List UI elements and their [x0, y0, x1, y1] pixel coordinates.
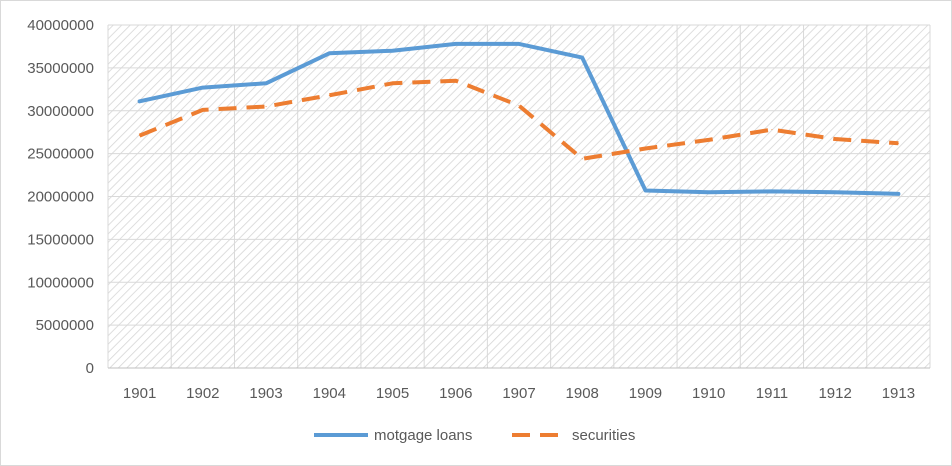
x-tick-label: 1910	[692, 385, 725, 402]
y-tick-label: 20000000	[27, 189, 94, 206]
data-point	[202, 87, 204, 89]
legend: motgage loans securities	[314, 427, 635, 444]
data-point	[139, 100, 141, 102]
data-point	[202, 109, 204, 111]
data-point	[328, 52, 330, 54]
series-lines	[137, 41, 901, 196]
data-point	[708, 191, 710, 193]
data-point	[771, 129, 773, 131]
data-point	[834, 138, 836, 140]
x-tick-label: 1913	[882, 385, 915, 402]
data-point	[581, 57, 583, 59]
x-tick-label: 1904	[313, 385, 346, 402]
data-point	[644, 147, 646, 149]
data-point	[897, 142, 899, 144]
data-point	[328, 94, 330, 96]
y-tick-label: 35000000	[27, 60, 94, 77]
y-tick-label: 15000000	[27, 231, 94, 248]
data-point	[771, 190, 773, 192]
x-tick-label: 1912	[818, 385, 851, 402]
data-point	[455, 43, 457, 45]
x-tick-label: 1909	[629, 385, 662, 402]
x-tick-label: 1902	[186, 385, 219, 402]
data-point	[392, 50, 394, 52]
y-tick-label: 10000000	[27, 274, 94, 291]
y-tick-label: 25000000	[27, 146, 94, 163]
data-point	[265, 82, 267, 84]
data-point	[834, 191, 836, 193]
x-tick-label: 1901	[123, 385, 156, 402]
legend-label: securities	[572, 427, 635, 444]
data-point	[518, 43, 520, 45]
legend-label: motgage loans	[374, 427, 472, 444]
x-tick-label: 1905	[376, 385, 409, 402]
data-point	[581, 158, 583, 160]
data-point	[265, 105, 267, 107]
y-tick-label: 30000000	[27, 103, 94, 120]
axes: 0 5000000 10000000 15000000 20000000 25000000…	[27, 17, 930, 402]
data-point	[708, 139, 710, 141]
y-tick-label: 40000000	[27, 17, 94, 34]
x-tick-label: 1906	[439, 385, 472, 402]
data-point	[392, 82, 394, 84]
data-point	[455, 80, 457, 82]
data-point	[139, 135, 141, 137]
y-tick-label: 5000000	[36, 317, 94, 334]
data-point	[644, 189, 646, 191]
x-tick-label: 1911	[756, 385, 788, 402]
x-tick-label: 1903	[249, 385, 282, 402]
data-point	[897, 193, 899, 195]
gridlines	[107, 24, 931, 368]
x-tick-label: 1907	[502, 385, 535, 402]
x-tick-label: 1908	[566, 385, 599, 402]
y-tick-label: 0	[86, 360, 94, 377]
data-point	[518, 105, 520, 107]
